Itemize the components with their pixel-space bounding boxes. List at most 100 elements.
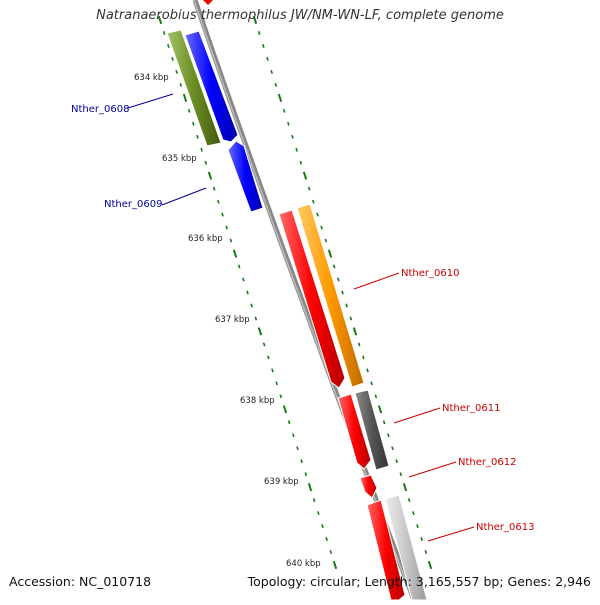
outer-track-tick bbox=[349, 316, 353, 321]
outer-track-tick bbox=[366, 368, 369, 373]
outer-track-tick bbox=[407, 498, 411, 503]
outer-track-tick bbox=[420, 537, 423, 542]
accession-text: Accession: NC_010718 bbox=[9, 574, 152, 589]
outer-track-tick bbox=[302, 171, 308, 180]
leader-line-nther-0613 bbox=[427, 526, 475, 542]
leader-line-nther-0608 bbox=[127, 93, 174, 109]
inner-track-tick bbox=[212, 186, 216, 191]
outer-track-tick bbox=[332, 264, 336, 269]
inner-track-tick bbox=[304, 472, 308, 477]
inner-track-tick bbox=[246, 290, 249, 295]
outer-track-tick bbox=[387, 433, 390, 438]
gene-label-nther-0612[interactable]: Nther_0612 bbox=[458, 457, 516, 468]
gene-label-nther-0613[interactable]: Nther_0613 bbox=[476, 522, 534, 533]
outer-track-tick bbox=[270, 69, 273, 74]
outer-track-tick bbox=[295, 147, 298, 152]
cds-red-long[interactable] bbox=[278, 209, 346, 389]
outer-track-tick bbox=[352, 327, 358, 336]
outer-track-tick bbox=[362, 355, 365, 360]
outer-track-tick bbox=[316, 212, 319, 217]
inner-track-tick bbox=[312, 498, 316, 503]
inner-track-tick bbox=[250, 303, 253, 308]
inner-track-tick bbox=[171, 56, 174, 61]
outer-track-tick bbox=[345, 303, 348, 308]
cds-nther-0612[interactable] bbox=[359, 474, 378, 499]
outer-track-tick bbox=[299, 160, 303, 165]
inner-track-tick bbox=[300, 459, 303, 464]
cds-nther-0608[interactable] bbox=[166, 29, 222, 147]
inner-track-tick bbox=[296, 446, 299, 451]
gene-label-nther-0609[interactable]: Nther_0609 bbox=[104, 199, 162, 210]
tick-label-635: 635 kbp bbox=[162, 154, 197, 164]
inner-track-tick bbox=[242, 277, 245, 282]
inner-track-tick bbox=[207, 171, 213, 180]
cds-nther-0611[interactable] bbox=[337, 393, 372, 470]
outer-track-tick bbox=[399, 472, 403, 477]
inner-track-tick bbox=[167, 43, 170, 48]
inner-track-tick bbox=[237, 264, 241, 269]
inner-track-tick bbox=[196, 134, 199, 139]
outer-track-tick bbox=[391, 446, 394, 451]
inner-track-tick bbox=[271, 368, 274, 373]
outer-track-tick bbox=[402, 483, 408, 492]
inner-track-tick bbox=[292, 433, 295, 438]
gene-label-nther-0611[interactable]: Nther_0611 bbox=[442, 403, 500, 414]
map-title: Natranaerobius thermophilus JW/NM-WN-LF,… bbox=[96, 8, 504, 23]
inner-track-tick bbox=[329, 550, 333, 554]
cds-nther-0610[interactable] bbox=[296, 203, 365, 388]
genome-backbone bbox=[192, 0, 417, 601]
inner-track-tick bbox=[257, 327, 263, 336]
inner-track-tick bbox=[162, 31, 166, 35]
inner-track-tick bbox=[254, 316, 258, 321]
leader-line-nther-0612 bbox=[408, 461, 457, 478]
outer-track-tick bbox=[287, 121, 290, 126]
gene-label-nther-0608[interactable]: Nther_0608 bbox=[71, 104, 129, 115]
genome-summary-text: Topology: circular; Length: 3,165,557 bp… bbox=[247, 574, 591, 589]
cds-darkgray[interactable] bbox=[354, 389, 390, 471]
genome-backbone-highlight bbox=[193, 0, 414, 601]
inner-track-tick bbox=[225, 225, 228, 230]
outer-track-tick bbox=[374, 394, 378, 399]
outer-track-tick bbox=[395, 459, 398, 464]
inner-track-tick bbox=[179, 82, 183, 87]
outer-track-tick bbox=[427, 560, 433, 570]
cds-nther-0613[interactable] bbox=[366, 499, 406, 601]
inner-track-tick bbox=[221, 212, 224, 217]
tick-label-637: 637 kbp bbox=[215, 315, 250, 325]
inner-track-tick bbox=[204, 160, 208, 165]
inner-track-tick bbox=[279, 394, 283, 399]
outer-track-tick bbox=[377, 405, 383, 414]
cds-top-partial[interactable] bbox=[203, 0, 213, 5]
leader-line-nther-0609 bbox=[161, 187, 207, 206]
outer-track-tick bbox=[320, 225, 323, 230]
outer-track-tick bbox=[266, 56, 269, 61]
outer-track-tick bbox=[307, 186, 311, 191]
inner-track-tick bbox=[332, 560, 338, 570]
tick-label-636: 636 kbp bbox=[188, 234, 223, 244]
outer-track-tick bbox=[274, 82, 278, 87]
tick-tracks bbox=[157, 15, 433, 570]
inner-track-tick bbox=[175, 69, 178, 74]
inner-track-tick bbox=[187, 108, 191, 113]
outer-track-tick bbox=[277, 93, 283, 102]
inner-track-tick bbox=[217, 199, 220, 204]
inner-track-tick bbox=[267, 355, 270, 360]
outer-track-tick bbox=[291, 134, 294, 139]
outer-track-tick bbox=[257, 31, 261, 35]
inner-track-tick bbox=[262, 342, 266, 347]
gene-label-nther-0610[interactable]: Nther_0610 bbox=[401, 268, 459, 279]
outer-track-tick bbox=[412, 511, 415, 516]
leader-line-nther-0610 bbox=[353, 272, 400, 290]
inner-track-tick bbox=[317, 511, 320, 516]
tick-label-639: 639 kbp bbox=[264, 477, 299, 487]
cds-nther-0609[interactable] bbox=[227, 140, 264, 213]
outer-track-tick bbox=[312, 199, 315, 204]
inner-track-tick bbox=[275, 381, 278, 386]
tick-label-634: 634 kbp bbox=[134, 73, 169, 83]
inner-track-tick bbox=[325, 537, 328, 542]
cds-blue-upper[interactable] bbox=[184, 30, 239, 143]
outer-track-tick bbox=[416, 524, 419, 529]
inner-track-tick bbox=[232, 249, 238, 258]
tick-label-640: 640 kbp bbox=[286, 559, 321, 569]
